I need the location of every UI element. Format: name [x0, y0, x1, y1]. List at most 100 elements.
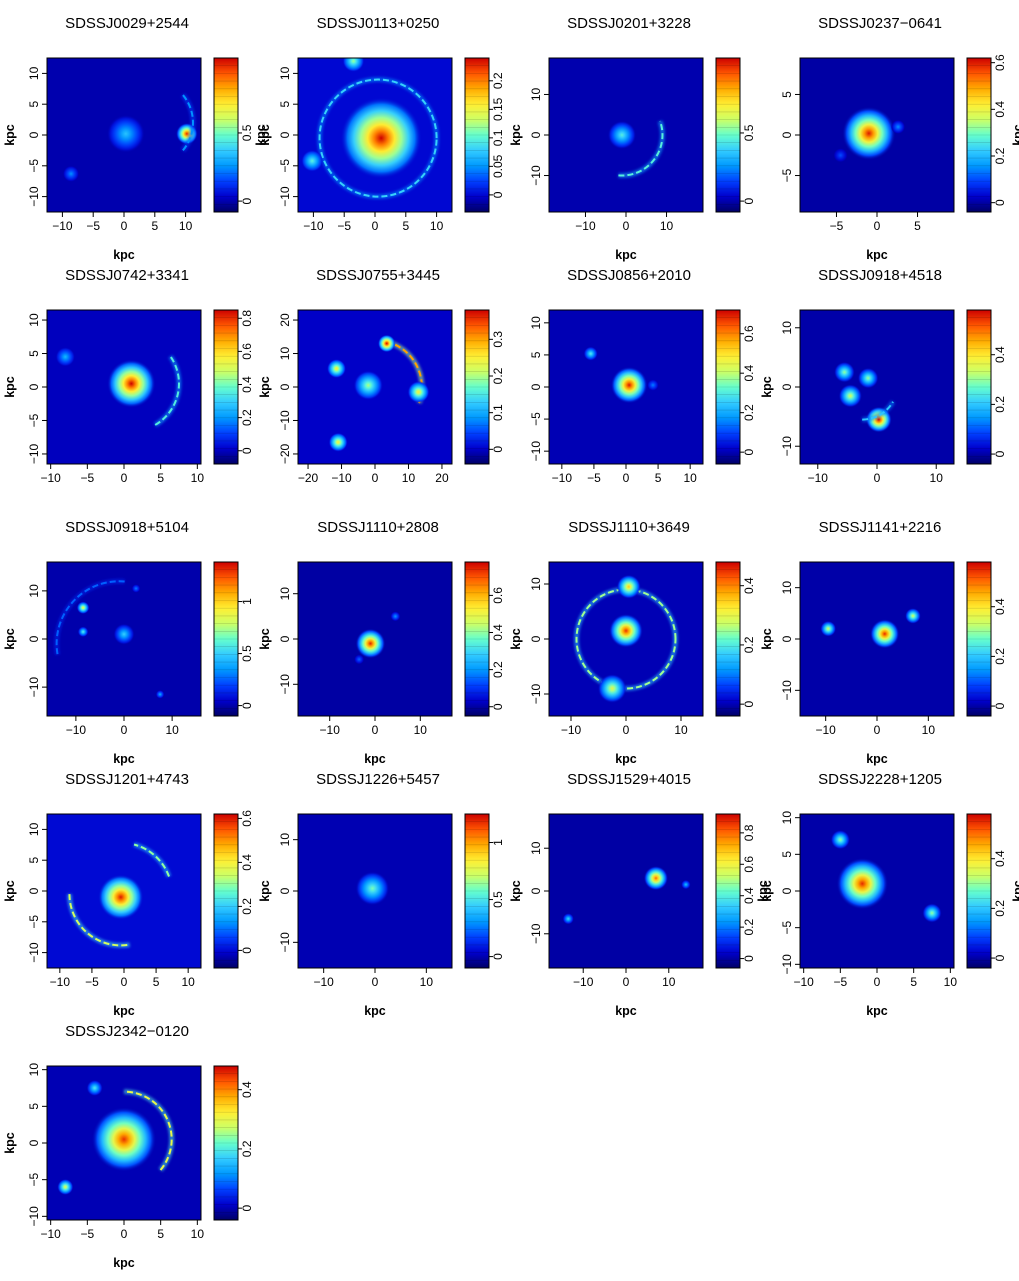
image-features: [355, 871, 390, 906]
y-tick-label: −5: [780, 168, 794, 182]
colorbar-tick-label: 0.4: [993, 101, 1007, 118]
x-tick-label: 0: [121, 975, 128, 989]
source-blob: [76, 601, 90, 615]
y-tick-label: 0: [278, 383, 292, 390]
colorbar-tick-label: 0.2: [742, 636, 756, 653]
y-tick-label: 5: [780, 851, 794, 858]
image-background: [800, 310, 954, 464]
x-tick-label: 10: [414, 723, 428, 737]
colorbar-tick-label: 0.6: [491, 587, 505, 604]
panel-sdssj1141-2216: SDSSJ1141+2216 −10 0 10 −10 0 10 kpc 0 0.2 0.4: [780, 519, 1007, 766]
colorbar-frame: [715, 57, 741, 213]
panel-sdssj1529-4015: SDSSJ1529+4015 −10 0 10 −10 0 10 kpc 0 0.2 0.4 0.6 0…: [529, 771, 774, 1018]
colorbar-label: kpc: [258, 628, 272, 650]
colorbar-tick-label: 0: [742, 448, 756, 455]
lensed-arc-core: [133, 843, 170, 877]
y-tick-label: 5: [278, 101, 292, 108]
colorbar-label: kpc: [258, 124, 272, 146]
x-tick-label: −10: [793, 975, 814, 989]
source-blob: [326, 359, 347, 379]
colorbar-tick-label: 0.6: [993, 54, 1007, 71]
y-tick-label: 0: [780, 635, 794, 642]
y-axis-label: kpc: [3, 880, 17, 902]
x-tick-label: 0: [874, 471, 881, 485]
source-blob: [62, 165, 80, 182]
x-tick-label: 10: [930, 471, 944, 485]
source-blob: [113, 623, 135, 645]
image-features: [57, 1079, 175, 1196]
y-tick-label: 5: [27, 101, 41, 108]
x-tick-label: 5: [910, 975, 917, 989]
panel-sdssj0237-0641: SDSSJ0237−0641 −5 0 5 −5 0 5 kpc 0 0.2 0.4 0.6 kpc: [780, 15, 1019, 262]
panel-title: SDSSJ2228+1205: [818, 771, 942, 788]
colorbar-tick-label: 1: [240, 598, 254, 605]
image-features: [354, 611, 401, 665]
y-tick-label: −10: [27, 942, 41, 963]
colorbar: [465, 814, 489, 968]
panel-sdssj0742-3341: SDSSJ0742+3341 −10 −5 0 5 10 −10 −5 0 5 10 kpc 0 0.2 0…: [3, 267, 272, 485]
colorbar-tick-label: 0: [240, 702, 254, 709]
colorbar: [214, 58, 238, 212]
y-tick-label: 0: [529, 635, 543, 642]
colorbar-tick-label: 0.2: [993, 900, 1007, 917]
colorbar-tick-label: 0.6: [742, 325, 756, 342]
colorbar-label: kpc: [258, 376, 272, 398]
x-tick-label: −10: [66, 723, 87, 737]
y-tick-label: −5: [27, 159, 41, 173]
y-axis-label: kpc: [756, 880, 770, 902]
y-tick-label: 0: [27, 887, 41, 894]
colorbar-tick-label: 0: [491, 703, 505, 710]
lensed-ring-core: [575, 588, 677, 690]
colorbar-tick-label: 0.2: [742, 918, 756, 935]
image-features: [54, 578, 165, 699]
colorbar-frame: [213, 57, 239, 213]
colorbar-frame: [213, 813, 239, 969]
x-tick-label: 5: [151, 219, 158, 233]
source-blob: [562, 913, 574, 925]
colorbar-tick-label: 0: [742, 197, 756, 204]
y-tick-label: 10: [278, 833, 292, 847]
source-blob: [328, 432, 348, 452]
source-blob: [616, 574, 641, 599]
y-tick-label: 10: [27, 584, 41, 598]
y-tick-label: 5: [27, 1103, 41, 1110]
y-tick-label: 0: [278, 635, 292, 642]
y-tick-label: 0: [278, 887, 292, 894]
source-blob: [354, 654, 365, 665]
x-tick-label: 5: [914, 219, 921, 233]
y-tick-label: −10: [529, 683, 543, 704]
panel-title: SDSSJ0237−0641: [818, 15, 942, 32]
panel-title: SDSSJ2342−0120: [65, 1023, 189, 1040]
x-tick-label: 10: [922, 723, 936, 737]
source-blob: [355, 871, 390, 906]
source-blob: [681, 879, 691, 890]
source-blob: [842, 106, 896, 161]
x-tick-label: −10: [331, 471, 352, 485]
x-tick-label: 0: [121, 723, 128, 737]
panel-sdssj2342-0120: SDSSJ2342−0120 −10 −5 0 5 10 −10 −5 0 5 10 kpc kpc 0 0…: [3, 1023, 254, 1270]
x-tick-label: −5: [830, 219, 844, 233]
colorbar-tick-label: 0: [993, 199, 1007, 206]
source-blob: [607, 120, 637, 150]
colorbar-frame: [966, 561, 992, 717]
colorbar: [214, 814, 238, 968]
panel-title: SDSSJ1110+2808: [317, 519, 439, 536]
x-axis-label: kpc: [364, 1004, 386, 1018]
image-features: [66, 842, 172, 948]
x-tick-label: −10: [52, 219, 73, 233]
y-tick-label: 10: [780, 581, 794, 595]
x-tick-label: 10: [402, 471, 416, 485]
image-features: [326, 334, 430, 452]
y-tick-label: 10: [529, 841, 543, 855]
colorbar-tick-label: 0: [491, 191, 505, 198]
y-tick-label: 20: [278, 313, 292, 327]
x-tick-label: 0: [874, 219, 881, 233]
x-tick-label: 0: [623, 723, 630, 737]
colorbar-tick-label: 0.1: [491, 404, 505, 421]
y-tick-label: −10: [278, 932, 292, 953]
colorbar-frame: [966, 309, 992, 465]
colorbar-label: kpc: [760, 628, 774, 650]
x-tick-label: 10: [420, 975, 434, 989]
y-tick-label: 0: [780, 131, 794, 138]
panel-title: SDSSJ1110+3649: [568, 519, 690, 536]
